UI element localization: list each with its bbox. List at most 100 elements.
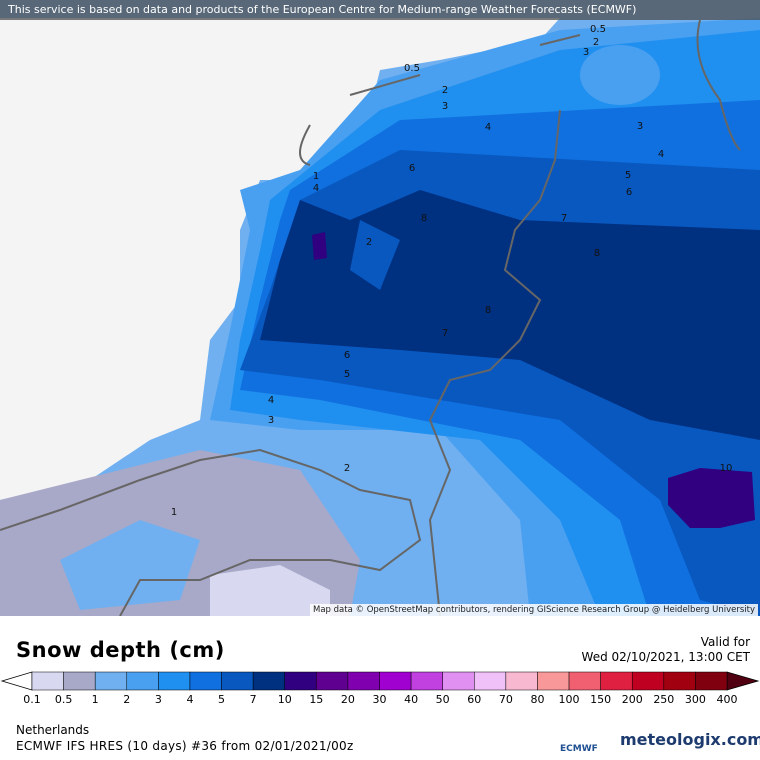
contour-label: 8: [485, 305, 491, 316]
shade-band: [210, 565, 330, 616]
legend-title: Snow depth (cm): [16, 638, 225, 662]
contour-label: 3: [442, 101, 448, 112]
contour-label: 8: [594, 248, 600, 259]
ecmwf-logo: ECMWF: [560, 744, 598, 754]
contour-label: 3: [268, 415, 274, 426]
colorbar-tick-label: 10: [278, 693, 292, 706]
colorbar-tick-label: 400: [717, 693, 738, 706]
colorbar-swatch: [221, 671, 254, 691]
colorbar-tick-label: 3: [155, 693, 162, 706]
colorbar-tick-label: 70: [499, 693, 513, 706]
colorbar-swatch: [379, 671, 412, 691]
shade-band: [580, 45, 660, 105]
map-attribution: Map data © OpenStreetMap contributors, r…: [310, 604, 758, 616]
colorbar-tick-label: 60: [467, 693, 481, 706]
colorbar-swatch: [505, 671, 538, 691]
colorbar-swatch: [537, 671, 570, 691]
colorbar-swatch: [663, 671, 696, 691]
border: [0, 448, 422, 616]
colorbar-tick-label: 150: [590, 693, 611, 706]
colorbar-swatch: [410, 671, 443, 691]
colorbar-swatch: [631, 671, 665, 691]
colorbar-swatch: [316, 671, 349, 691]
contour-label: 4: [313, 183, 319, 194]
contour-label: 2: [366, 237, 372, 248]
service-notice: This service is based on data and produc…: [0, 0, 760, 20]
valid-time-text: Wed 02/10/2021, 13:00 CET: [581, 650, 750, 664]
contour-label: 8: [421, 213, 427, 224]
valid-time: Valid for Wed 02/10/2021, 13:00 CET: [582, 635, 750, 665]
colorbar-tick-label: 1: [92, 693, 99, 706]
colorbar-swatch: [63, 671, 96, 691]
colorbar-arrow-left: [0, 671, 33, 691]
colorbar-swatch: [600, 671, 633, 691]
meteologix-logo: meteologix.com: [620, 730, 760, 749]
borders: [0, 19, 741, 616]
model-run: ECMWF IFS HRES (10 days) #36 from 02/01/…: [16, 739, 354, 753]
colorbar-swatch: [568, 671, 601, 691]
border: [428, 109, 561, 616]
colorbar-tick-label: 2: [123, 693, 130, 706]
contour-label: 0.5: [590, 24, 606, 35]
contour-label: 2: [442, 85, 448, 96]
colorbar: 0.1 0.5 1 2 3 4 5 7 10 15 20 30 40 50 60 70 80 100 150 200 2…: [0, 671, 760, 706]
contour-label: 1: [171, 507, 177, 518]
contour-label: 6: [626, 187, 632, 198]
shade-band: [668, 468, 755, 528]
shade-band: [312, 232, 327, 260]
contour-label: 7: [442, 328, 448, 339]
valid-label: Valid for: [700, 635, 750, 649]
contour-label: 10: [720, 463, 733, 474]
colorbar-tick-label: 200: [622, 693, 643, 706]
contour-label: 5: [344, 369, 350, 380]
sea: [0, 18, 560, 500]
colorbar-arrow-right: [726, 671, 760, 691]
coastline: [696, 19, 741, 151]
contour-label: 4: [658, 149, 664, 160]
colorbar-swatch: [94, 671, 128, 691]
colorbar-tick-label: 40: [404, 693, 418, 706]
contour-label: 2: [344, 463, 350, 474]
colorbar-tick-label: 0.1: [23, 693, 41, 706]
colorbar-swatch: [284, 671, 317, 691]
coastline: [299, 34, 581, 166]
contour-label: 5: [625, 170, 631, 181]
colorbar-swatch: [126, 671, 159, 691]
colorbar-tick-label: 30: [373, 693, 387, 706]
contour-label: 4: [268, 395, 274, 406]
colorbar-tick-label: 4: [186, 693, 193, 706]
region: Netherlands: [16, 723, 90, 737]
shade-band: [350, 220, 400, 290]
colorbar-tick-label: 100: [559, 693, 580, 706]
colorbar-tick-label: 5: [218, 693, 225, 706]
colorbar-swatch: [695, 671, 728, 691]
contour-label: 6: [409, 163, 415, 174]
shade-band: [60, 520, 200, 610]
contour-label: 3: [583, 47, 589, 58]
colorbar-swatch: [474, 671, 507, 691]
contour-label: 2: [593, 37, 599, 48]
colorbar-swatch: [252, 671, 285, 691]
contour-label: 1: [313, 171, 319, 182]
colorbar-tick-label: 0.5: [55, 693, 73, 706]
contour-label: 6: [344, 350, 350, 361]
colorbar-swatch: [189, 671, 222, 691]
colorbar-tick-label: 20: [341, 693, 355, 706]
colorbar-swatch: [158, 671, 191, 691]
colorbar-swatch: [347, 671, 380, 691]
contour-label: 0.5: [404, 63, 420, 74]
colorbar-swatch: [31, 671, 64, 691]
colorbar-tick-label: 15: [309, 693, 323, 706]
colorbar-tick-label: 250: [653, 693, 674, 706]
contour-label: 4: [485, 122, 491, 133]
colorbar-tick-label: 50: [436, 693, 450, 706]
colorbar-swatch: [442, 671, 475, 691]
contour-label: 7: [561, 213, 567, 224]
contour-label: 3: [637, 121, 643, 132]
colorbar-tick-label: 7: [250, 693, 257, 706]
colorbar-tick-label: 300: [685, 693, 706, 706]
colorbar-tick-label: 80: [530, 693, 544, 706]
